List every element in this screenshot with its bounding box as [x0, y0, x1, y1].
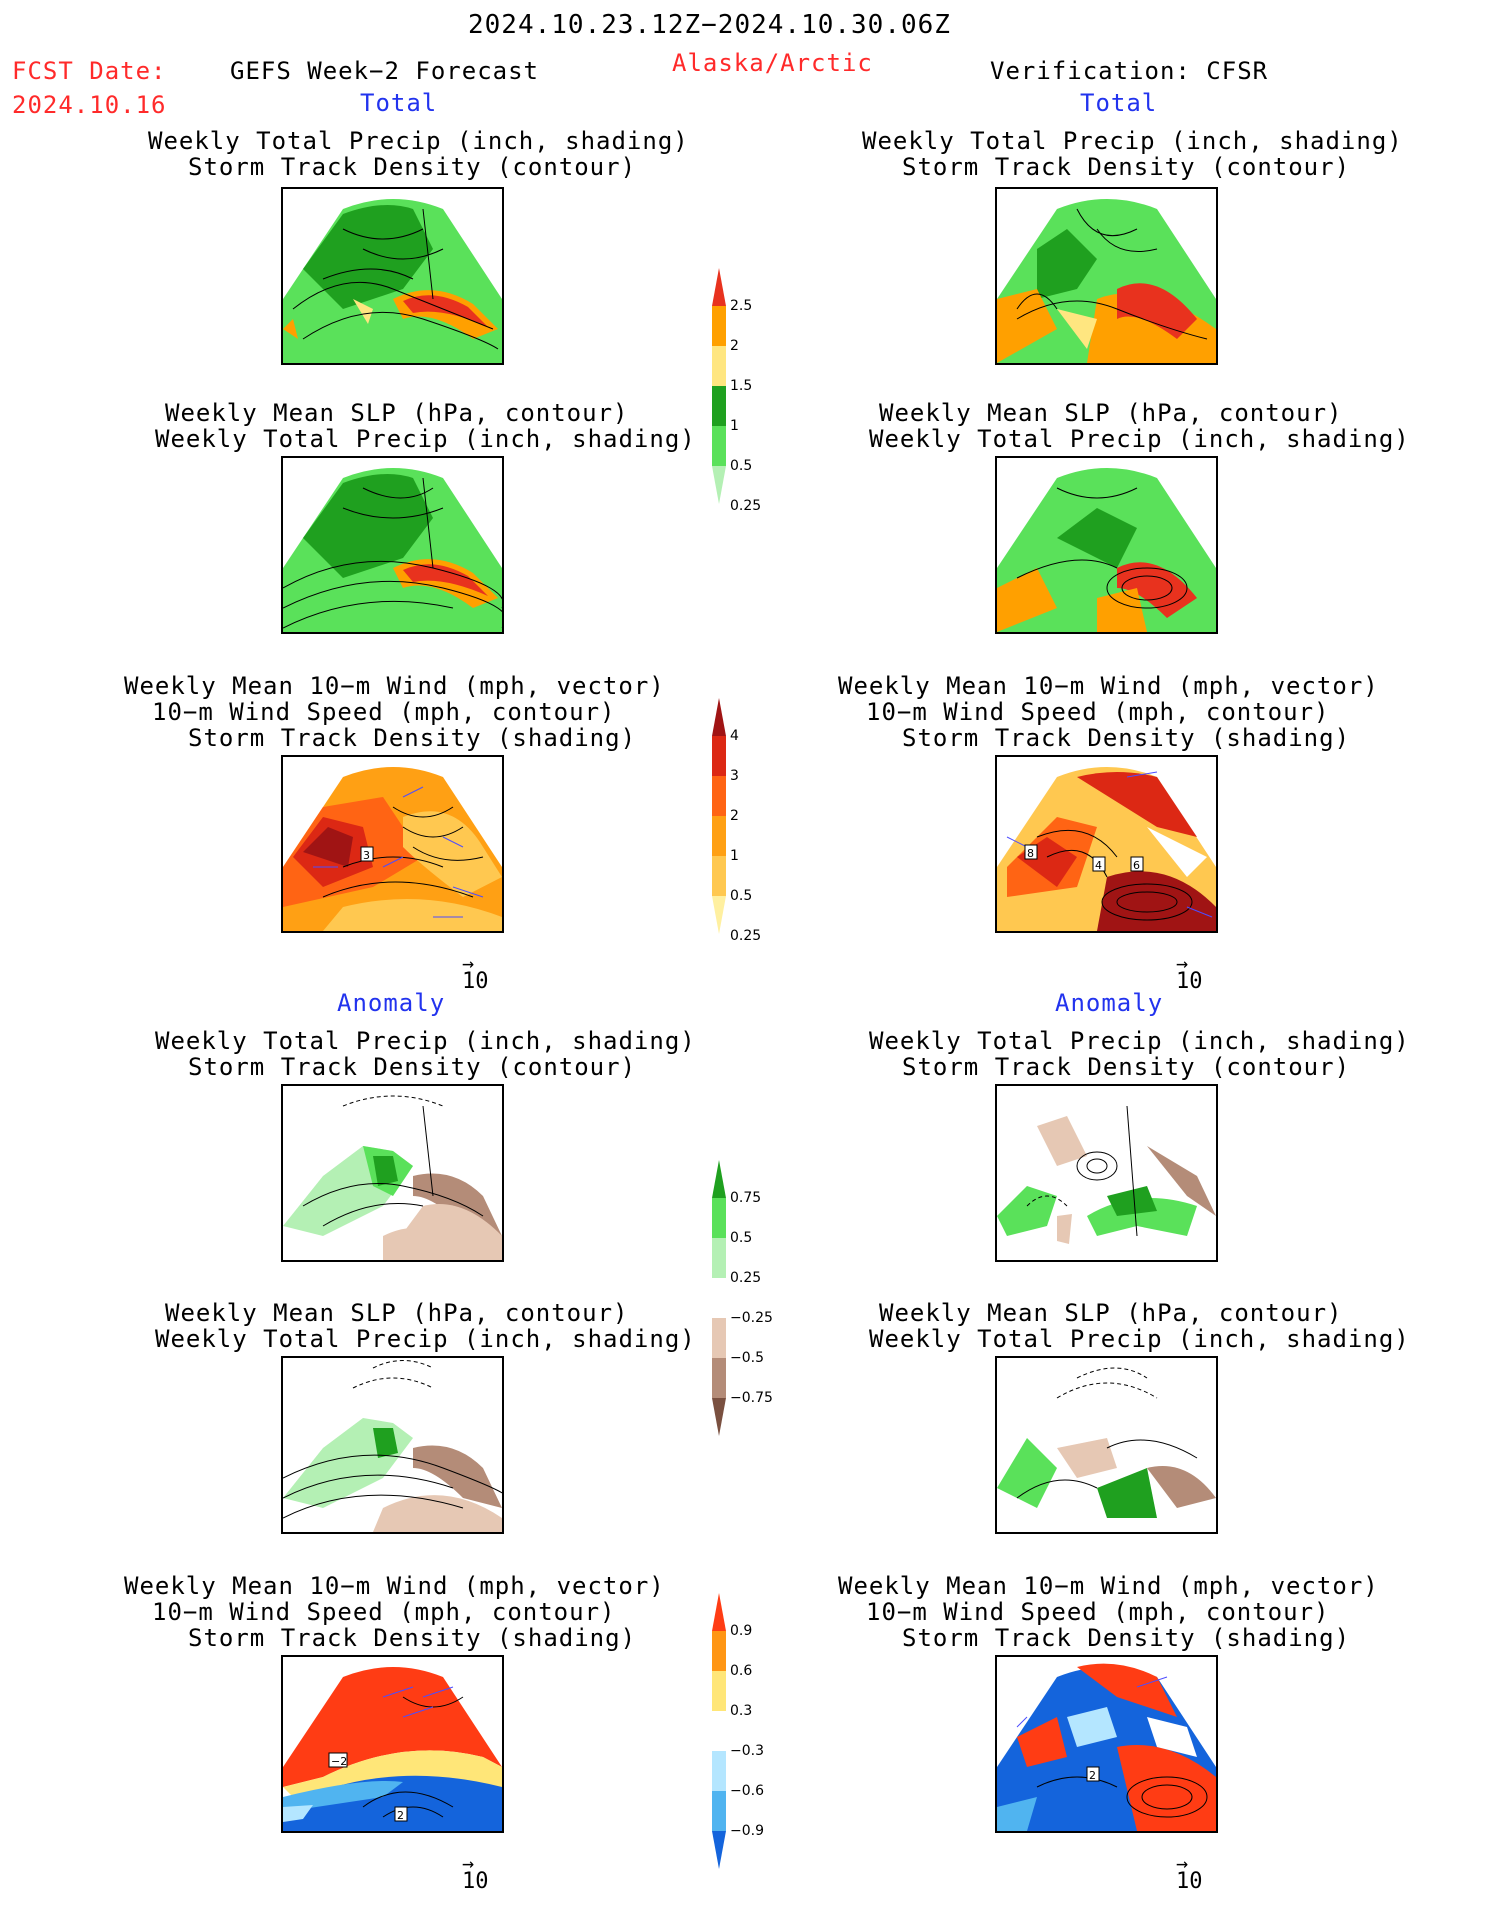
arrow-right-icon: →: [462, 1851, 475, 1875]
colorbar-track-total: 4 3 2 1 0.5 0.25: [712, 698, 792, 974]
colorbar-segment: [712, 1160, 726, 1198]
map-ver-anom-wind: 2: [995, 1655, 1218, 1833]
colorbar-segment: [712, 386, 726, 426]
map-ver-anom-slp: [995, 1356, 1218, 1534]
colorbar-segment: [712, 1751, 726, 1791]
colorbar-segment: [712, 1398, 726, 1436]
colorbar-segment: [712, 1711, 726, 1751]
colorbar-tick-label: 0.6: [730, 1663, 753, 1679]
colorbar-tick-label: −0.25: [730, 1310, 773, 1326]
contour-label: 3: [363, 849, 370, 862]
colorbar-tick-label: 0.5: [730, 458, 753, 474]
date-range-title: 2024.10.23.12Z−2024.10.30.06Z: [468, 10, 951, 40]
colorbar-tick-label: 1.5: [730, 378, 753, 394]
contour-label: 6: [1133, 859, 1140, 872]
section-total-forecast: Total: [360, 89, 438, 117]
colorbar-tick-label: 0.9: [730, 1623, 753, 1639]
colorbar-tick-label: 0.75: [730, 1190, 762, 1206]
verification-title: Verification: CFSR: [990, 57, 1269, 85]
colorbar-track-anom: 0.9 0.6 0.3 −0.3 −0.6 −0.9: [712, 1593, 792, 1909]
colorbar-precip-total: 2.5 2 1.5 1 0.5 0.25: [712, 268, 792, 544]
section-total-verification: Total: [1080, 89, 1158, 117]
map-fc-anom-slp: [281, 1356, 504, 1534]
colorbar-tick-label: 1: [730, 848, 739, 864]
section-anomaly-verification: Anomaly: [1055, 989, 1164, 1017]
colorbar-segment: [712, 1831, 726, 1869]
colorbar-tick-label: 0.25: [730, 1270, 762, 1286]
map-fc-anom-wind: −2 2: [281, 1655, 504, 1833]
map-fc-anom-precip: [281, 1084, 504, 1262]
vector-ref-fc-anom: → 10: [462, 1851, 489, 1894]
colorbar-segment: [712, 268, 726, 306]
map-ver-anom-precip: [995, 1084, 1218, 1262]
colorbar-tick-label: 0.25: [730, 928, 762, 944]
colorbar-segment: [712, 1238, 726, 1278]
contour-label: 4: [1095, 859, 1102, 872]
colorbar-tick-label: −0.5: [730, 1350, 764, 1366]
region-title: Alaska/Arctic: [672, 49, 873, 77]
colorbar-tick-label: 0.5: [730, 888, 753, 904]
colorbar-tick-label: −0.9: [730, 1823, 764, 1839]
colorbar-segment: [712, 1791, 726, 1831]
arrow-right-icon: →: [1176, 1851, 1189, 1875]
contour-label: 2: [397, 1809, 404, 1822]
map-ver-total-precip: [995, 187, 1218, 365]
colorbar-segment: [712, 816, 726, 856]
colorbar-segment: [712, 1593, 726, 1631]
colorbar-tick-label: 4: [730, 728, 739, 744]
colorbar-tick-label: 2.5: [730, 298, 753, 314]
arrow-right-icon: →: [1176, 951, 1189, 975]
colorbar-segment: [712, 896, 726, 934]
vector-ref-ver-anom: → 10: [1176, 1851, 1203, 1894]
colorbar-tick-label: 0.25: [730, 498, 762, 514]
colorbar-tick-label: 2: [730, 338, 739, 354]
colorbar-tick-label: 0.5: [730, 1230, 753, 1246]
map-ver-total-wind: 8 4 6: [995, 755, 1218, 933]
map-ver-total-slp: [995, 456, 1218, 634]
colorbar-segment: [712, 1318, 726, 1358]
arrow-right-icon: →: [462, 951, 475, 975]
colorbar-segment: [712, 776, 726, 816]
colorbar-segment: [712, 306, 726, 346]
colorbar-segment: [712, 856, 726, 896]
colorbar-tick-label: −0.6: [730, 1783, 764, 1799]
section-anomaly-forecast: Anomaly: [337, 989, 446, 1017]
colorbar-tick-label: 2: [730, 808, 739, 824]
colorbar-precip-anom: 0.75 0.5 0.25 −0.25 −0.5 −0.75: [712, 1160, 792, 1476]
colorbar-segment: [712, 1198, 726, 1238]
colorbar-tick-label: −0.3: [730, 1743, 764, 1759]
colorbar-segment: [712, 426, 726, 466]
vector-ref-ver-total: → 10: [1176, 951, 1203, 994]
colorbar-segment: [712, 698, 726, 736]
colorbar-segment: [712, 1358, 726, 1398]
colorbar-segment: [712, 736, 726, 776]
colorbar-tick-label: 1: [730, 418, 739, 434]
map-fc-total-wind: 3: [281, 755, 504, 933]
colorbar-segment: [712, 1278, 726, 1318]
colorbar-tick-label: −0.75: [730, 1390, 773, 1406]
contour-label: 2: [1089, 1769, 1096, 1782]
contour-label: 8: [1027, 847, 1034, 860]
model-title: GEFS Week−2 Forecast: [230, 57, 539, 85]
map-fc-total-slp: [281, 456, 504, 634]
vector-ref-fc-total: → 10: [462, 951, 489, 994]
colorbar-segment: [712, 1631, 726, 1671]
colorbar-segment: [712, 1671, 726, 1711]
contour-label: −2: [331, 1755, 347, 1768]
colorbar-tick-label: 3: [730, 768, 739, 784]
colorbar-segment: [712, 346, 726, 386]
fcst-date-value: 2024.10.16: [12, 91, 167, 119]
map-fc-total-precip: [281, 187, 504, 365]
colorbar-tick-label: 0.3: [730, 1703, 753, 1719]
colorbar-segment: [712, 466, 726, 504]
fcst-date-label: FCST Date:: [12, 57, 167, 85]
